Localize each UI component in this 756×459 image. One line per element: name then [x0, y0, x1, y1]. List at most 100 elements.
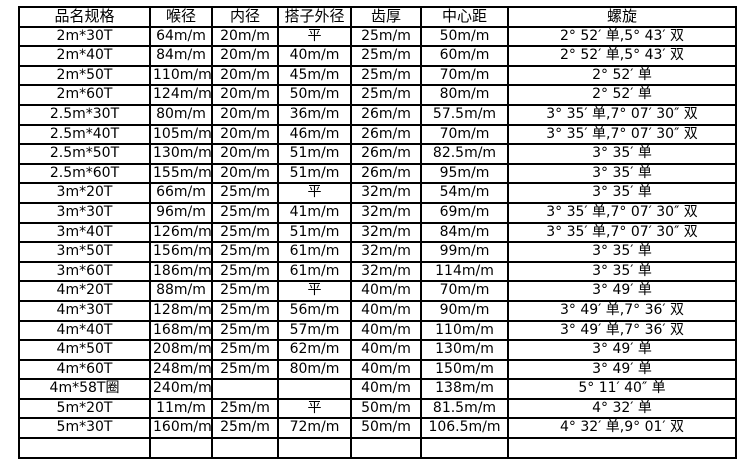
table-row: 4m*20T 88m/m 25m/m 平 40m/m 70m/m 3° 49′ 单: [18, 280, 737, 302]
table-cell: 40m/m: [277, 45, 352, 67]
table-cell: 46m/m: [277, 123, 352, 146]
table-cell: 3° 49′ 单: [507, 280, 737, 302]
table-cell: 25m/m: [211, 201, 279, 224]
table-cell: 70m/m: [420, 64, 509, 87]
table-cell: 105m/m: [149, 123, 213, 146]
table-cell: 3m*30T: [18, 201, 151, 224]
table-cell: 25m/m: [350, 84, 422, 106]
table-cell: 3° 49′ 单: [507, 358, 737, 381]
table-cell: 32m/m: [350, 241, 422, 263]
table-cell: [350, 437, 422, 459]
table-cell: 2° 52′ 单: [507, 64, 737, 87]
spec-table-container: 品名规格 喉径 内径 搭子外径 齿厚 中心距 螺旋 2m*30T 64m/m 20m…: [18, 6, 737, 459]
table-cell: 3° 35′ 单: [507, 260, 737, 283]
table-cell: 25m/m: [211, 241, 279, 263]
table-cell: 4m*20T: [18, 280, 151, 302]
spec-table: 品名规格 喉径 内径 搭子外径 齿厚 中心距 螺旋 2m*30T 64m/m 20m…: [18, 6, 737, 459]
table-cell: 25m/m: [350, 25, 422, 48]
table-cell: 25m/m: [350, 45, 422, 67]
table-cell: 3° 35′ 单: [507, 162, 737, 185]
table-cell: 248m/m: [149, 358, 213, 381]
table-cell: 84m/m: [149, 45, 213, 67]
table-row: 2.5m*40T 105m/m 20m/m 46m/m 26m/m 70m/m 3° 35′…: [18, 123, 737, 146]
table-cell: 4° 32′ 单,9° 01′ 双: [507, 417, 737, 440]
table-cell: 26m/m: [350, 123, 422, 146]
table-row: 2m*30T 64m/m 20m/m 平 25m/m 50m/m 2° 52′ 单,5° 4…: [18, 25, 737, 48]
header-product-spec: 品名规格: [18, 6, 151, 28]
table-cell: 25m/m: [211, 358, 279, 381]
table-cell: 26m/m: [350, 143, 422, 165]
table-cell: 186m/m: [149, 260, 213, 283]
table-row: 4m*58T圈 240m/m 40m/m 138m/m 5° 11′ 40″ 单: [18, 378, 737, 400]
header-tooth-thickness: 齿厚: [350, 6, 422, 28]
table-row: 4m*50T 208m/m 25m/m 62m/m 40m/m 130m/m 3° 49′ …: [18, 339, 737, 361]
table-row: 3m*50T 156m/m 25m/m 61m/m 32m/m 99m/m 3° 35′ 单: [18, 241, 737, 263]
table-cell: 2.5m*50T: [18, 143, 151, 165]
table-row: 4m*60T 248m/m 25m/m 80m/m 40m/m 150m/m 3° 49′ …: [18, 358, 737, 381]
table-cell: 99m/m: [420, 241, 509, 263]
table-cell: 3° 35′ 单,7° 07′ 30″ 双: [507, 221, 737, 244]
table-cell: 81.5m/m: [420, 397, 509, 420]
table-cell: 130m/m: [420, 339, 509, 361]
table-row: 2.5m*60T 155m/m 20m/m 51m/m 26m/m 95m/m 3° 35′…: [18, 162, 737, 185]
table-cell: 40m/m: [350, 339, 422, 361]
table-cell: 40m/m: [350, 319, 422, 342]
table-cell: 57.5m/m: [420, 103, 509, 126]
table-cell: 25m/m: [211, 339, 279, 361]
table-cell: 3° 49′ 单: [507, 339, 737, 361]
table-cell: 20m/m: [211, 64, 279, 87]
table-cell: 40m/m: [350, 358, 422, 381]
table-cell: 4m*40T: [18, 319, 151, 342]
table-cell: 150m/m: [420, 358, 509, 381]
table-row: 3m*60T 186m/m 25m/m 61m/m 32m/m 114m/m 3° 35′ …: [18, 260, 737, 283]
table-cell: 20m/m: [211, 45, 279, 67]
header-center-distance: 中心距: [420, 6, 509, 28]
table-cell: 平: [277, 397, 352, 420]
table-cell: 4° 32′ 单: [507, 397, 737, 420]
table-row: 2.5m*50T 130m/m 20m/m 51m/m 26m/m 82.5m/m 3° 3…: [18, 143, 737, 165]
table-cell: 2.5m*40T: [18, 123, 151, 146]
table-row-clipped: [18, 437, 737, 459]
table-cell: 50m/m: [277, 84, 352, 106]
table-cell: 50m/m: [350, 417, 422, 440]
table-cell: 66m/m: [149, 182, 213, 204]
table-cell: 50m/m: [420, 25, 509, 48]
header-boss-outer-diameter: 搭子外径: [277, 6, 352, 28]
table-cell: 138m/m: [420, 378, 509, 400]
table-row: 3m*40T 126m/m 25m/m 51m/m 32m/m 84m/m 3° 35′ 单…: [18, 221, 737, 244]
table-cell: 40m/m: [350, 378, 422, 400]
table-cell: 2m*40T: [18, 45, 151, 67]
table-row: 3m*30T 96m/m 25m/m 41m/m 32m/m 69m/m 3° 35′ 单,…: [18, 201, 737, 224]
table-cell: 110m/m: [420, 319, 509, 342]
table-cell: 2m*60T: [18, 84, 151, 106]
table-cell: 82.5m/m: [420, 143, 509, 165]
header-helix: 螺旋: [507, 6, 737, 28]
table-cell: 72m/m: [277, 417, 352, 440]
table-cell: 3° 49′ 单,7° 36′ 双: [507, 319, 737, 342]
table-cell: 25m/m: [211, 417, 279, 440]
table-cell: 25m/m: [211, 299, 279, 322]
table-cell: 80m/m: [420, 84, 509, 106]
table-cell: 20m/m: [211, 143, 279, 165]
table-cell: 32m/m: [350, 201, 422, 224]
table-cell: 124m/m: [149, 84, 213, 106]
table-cell: 3m*20T: [18, 182, 151, 204]
table-cell: 2.5m*30T: [18, 103, 151, 126]
table-cell: 20m/m: [211, 103, 279, 126]
table-cell: 3° 49′ 单,7° 36′ 双: [507, 299, 737, 322]
table-cell: 4m*30T: [18, 299, 151, 322]
table-cell: 2° 52′ 单,5° 43′ 双: [507, 25, 737, 48]
table-cell: 32m/m: [350, 182, 422, 204]
table-cell: 3° 35′ 单: [507, 241, 737, 263]
header-throat-diameter: 喉径: [149, 6, 213, 28]
table-cell: 20m/m: [211, 25, 279, 48]
table-cell: 40m/m: [350, 299, 422, 322]
table-cell: 156m/m: [149, 241, 213, 263]
table-cell: 51m/m: [277, 143, 352, 165]
table-cell: 25m/m: [211, 280, 279, 302]
table-cell: 20m/m: [211, 162, 279, 185]
table-cell: 平: [277, 182, 352, 204]
table-cell: 25m/m: [211, 397, 279, 420]
table-cell: 54m/m: [420, 182, 509, 204]
table-cell: 160m/m: [149, 417, 213, 440]
